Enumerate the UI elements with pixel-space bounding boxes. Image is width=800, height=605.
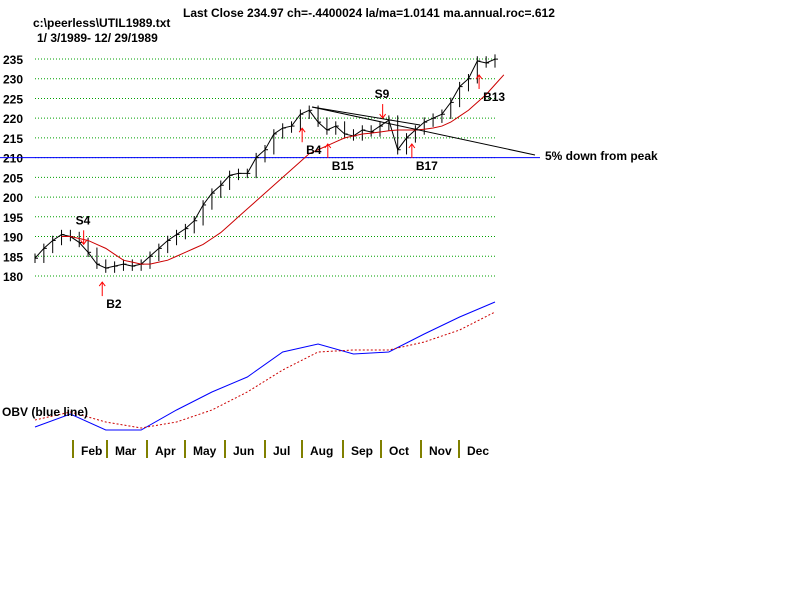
trendline <box>311 106 536 156</box>
month-label: May <box>193 444 217 458</box>
y-tick-label: 220 <box>3 112 23 126</box>
sell-arrowhead <box>379 113 387 119</box>
ma-line <box>61 74 505 265</box>
signal-label: B17 <box>416 159 438 173</box>
month-label: Mar <box>115 444 137 458</box>
obv-ma-line <box>34 311 496 429</box>
buy-arrowhead <box>98 281 106 287</box>
month-label: Feb <box>81 444 102 458</box>
date-range: 1/ 3/1989- 12/ 29/1989 <box>37 31 158 45</box>
trendline <box>311 106 421 126</box>
signal-label: B4 <box>306 143 322 157</box>
signal-label: S4 <box>76 213 91 227</box>
month-label: Oct <box>389 444 409 458</box>
y-tick-label: 235 <box>3 53 23 67</box>
buy-arrowhead <box>324 143 332 149</box>
obv-label: OBV (blue line) <box>2 405 88 419</box>
month-label: Aug <box>310 444 333 458</box>
signal-label: B2 <box>106 297 122 311</box>
signal-label: S9 <box>375 87 390 101</box>
signal-label: B15 <box>332 159 354 173</box>
y-tick-label: 230 <box>3 73 23 87</box>
chart-title: Last Close 234.97 ch=-.4400024 la/ma=1.0… <box>183 6 555 20</box>
y-tick-label: 195 <box>3 211 23 225</box>
sell-arrowhead <box>80 240 88 246</box>
y-tick-label: 205 <box>3 171 23 185</box>
buy-arrowhead <box>475 74 483 80</box>
month-label: Sep <box>351 444 373 458</box>
y-tick-label: 185 <box>3 250 23 264</box>
month-label: Jul <box>273 444 290 458</box>
buy-arrowhead <box>408 143 416 149</box>
file-path: c:\peerless\UTIL1989.txt <box>33 16 170 30</box>
y-tick-label: 190 <box>3 231 23 245</box>
y-tick-label: 210 <box>3 152 23 166</box>
signal-label: B13 <box>483 90 505 104</box>
y-tick-label: 180 <box>3 270 23 284</box>
obv-line <box>34 301 496 431</box>
y-tick-label: 225 <box>3 92 23 106</box>
reference-line-label: 5% down from peak <box>545 149 658 163</box>
y-tick-label: 200 <box>3 191 23 205</box>
month-label: Jun <box>233 444 254 458</box>
y-tick-label: 215 <box>3 132 23 146</box>
month-label: Dec <box>467 444 489 458</box>
month-label: Apr <box>155 444 176 458</box>
buy-arrowhead <box>298 127 306 133</box>
month-label: Nov <box>429 444 452 458</box>
price-line <box>34 58 496 269</box>
